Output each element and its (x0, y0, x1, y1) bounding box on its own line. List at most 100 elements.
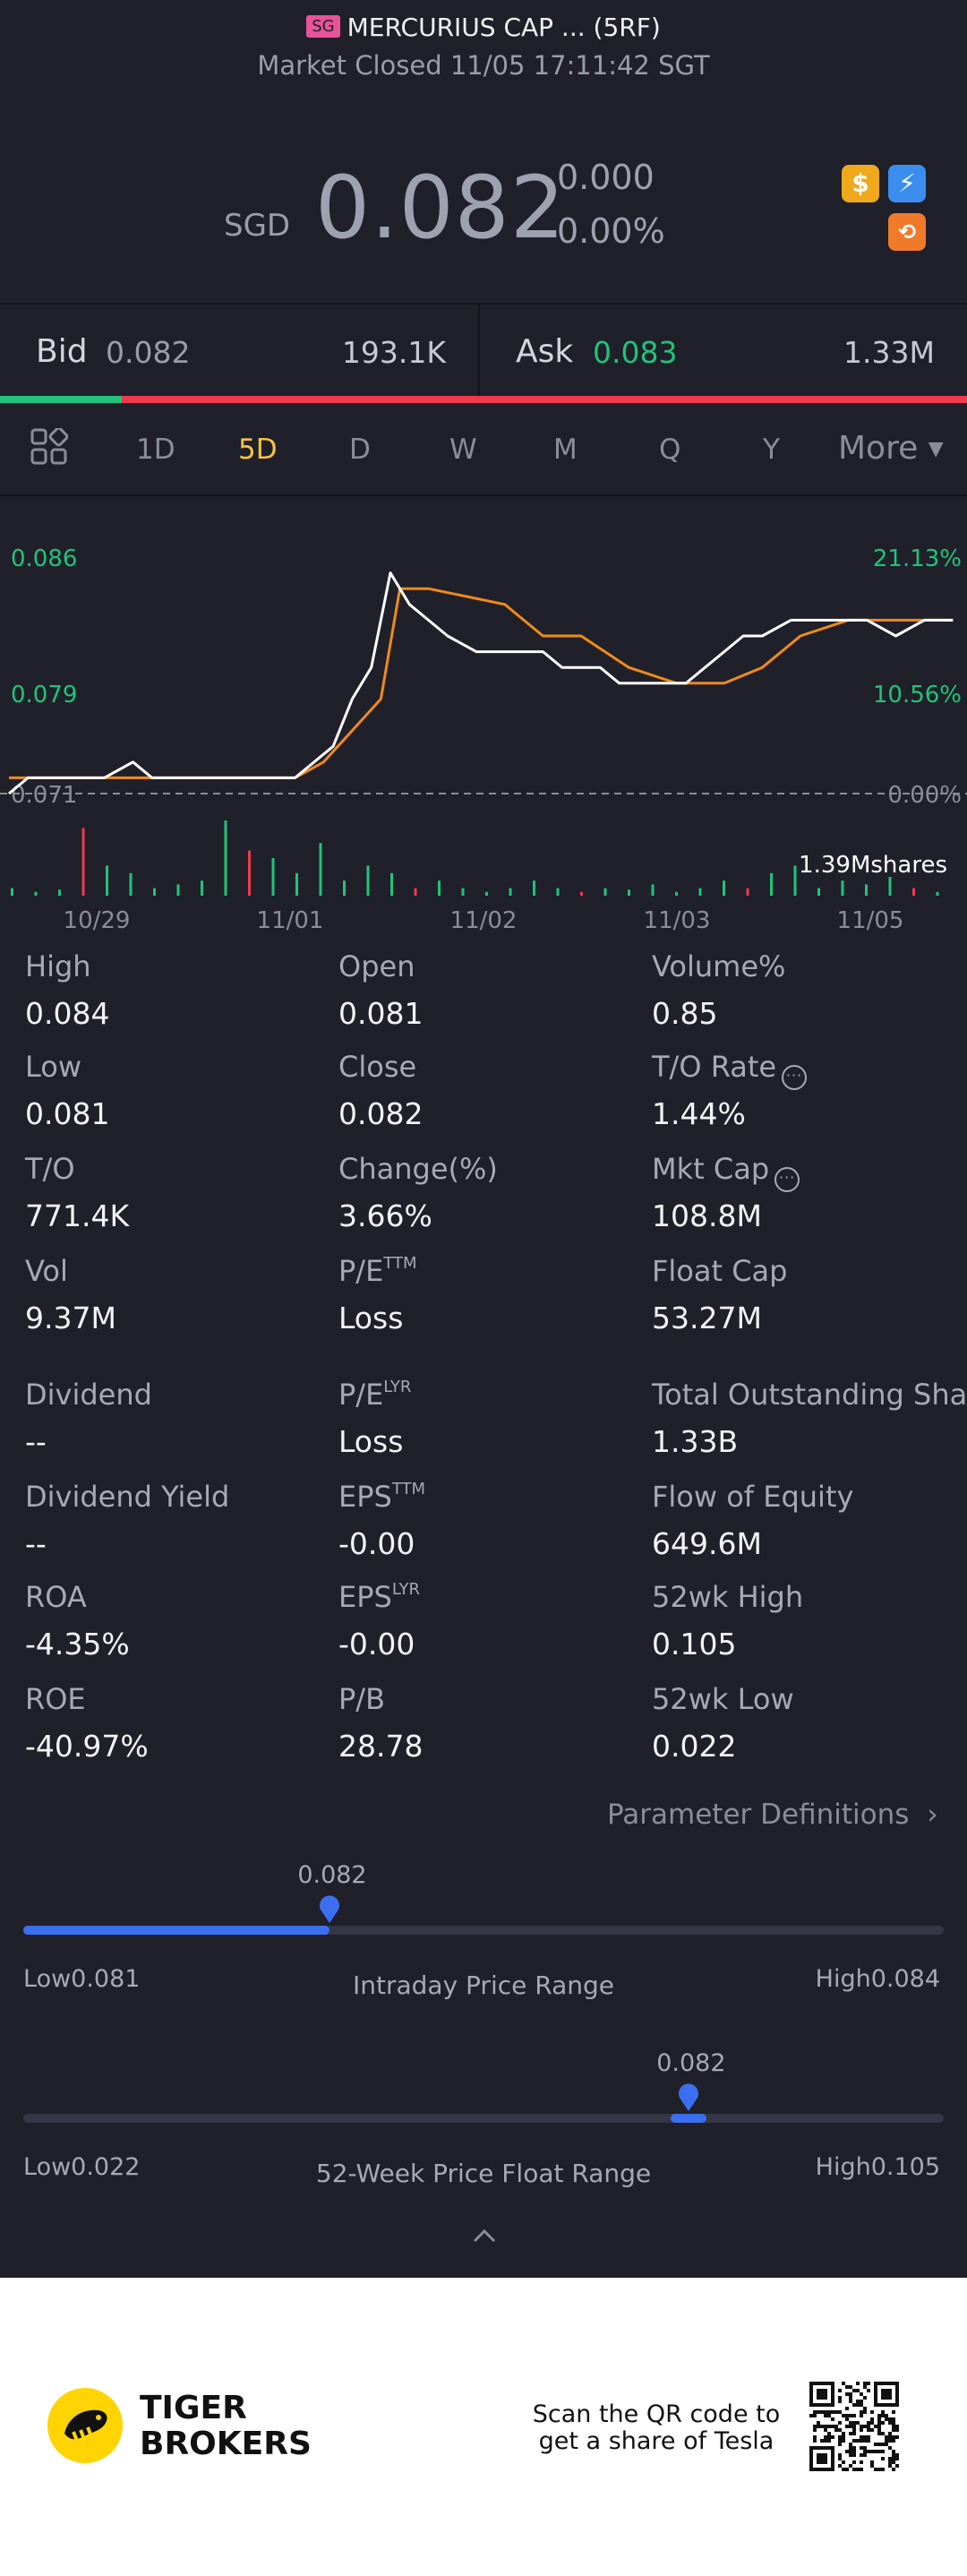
stat-label-text: Total Outstanding Shares (652, 1378, 967, 1412)
brand-line-2: BROKERS (140, 2426, 312, 2462)
stat-label-t-o: T/O (25, 1152, 75, 1186)
stat-value-roe: -40.97% (25, 1729, 149, 1764)
average-price-line (9, 587, 954, 779)
intraday-range-fill (23, 1926, 330, 1935)
info-icon[interactable]: ··· (774, 1167, 800, 1192)
more-label: More (838, 430, 919, 467)
stat-label-superscript: LYR (391, 1580, 420, 1599)
stat-value-eps-lyr: -0.00 (338, 1627, 415, 1662)
volume-bar (11, 888, 13, 896)
bid-label: Bid (36, 333, 88, 370)
stat-label-text: T/O Rate (652, 1050, 777, 1084)
stat-label-superscript: TTM (391, 1480, 426, 1498)
stat-label-text: Vol (25, 1254, 68, 1288)
stat-label-text: Close (338, 1050, 417, 1084)
volume-bar (651, 884, 655, 896)
volume-bar (58, 889, 61, 896)
stat-label-text: P/E (338, 1378, 384, 1412)
stat-value-dividend-yield: -- (25, 1526, 47, 1561)
stat-value-float-cap: 53.27M (652, 1301, 762, 1335)
tab-month[interactable]: M (553, 434, 578, 466)
ask-size: 1.33M (843, 335, 935, 370)
stat-label-roe: ROE (25, 1682, 86, 1716)
share-footer: TIGER BROKERS Scan the QR code to get a … (0, 2278, 967, 2576)
stat-label-superscript: TTM (383, 1254, 417, 1273)
market-status: Market Closed 11/05 17:11:42 SGT (257, 50, 710, 81)
stat-value-t-o: 771.4K (25, 1198, 130, 1233)
stat-value-vol: 9.37M (25, 1301, 116, 1335)
price-chart[interactable]: 0.086 0.079 0.071 21.13% 10.56% 0.00% 10/29 11/… (0, 498, 967, 937)
y-axis-right-label: 0.00% (887, 782, 962, 809)
parameter-definitions-link[interactable]: Parameter Definitions › (607, 1799, 938, 1831)
tab-quarter[interactable]: Q (659, 434, 681, 466)
volume-bar (343, 880, 346, 896)
collapse-chevron-up-icon[interactable] (473, 2228, 496, 2243)
volume-label: 1.39Mshares (799, 852, 947, 879)
qr-caption-line-2: get a share of Tesla (538, 2427, 774, 2455)
x-axis-label: 11/05 (837, 907, 904, 934)
stat-label-52wk-low: 52wk Low (652, 1682, 794, 1716)
lightning-icon[interactable]: ⚡ (888, 165, 926, 202)
price-change-percent: 0.00% (557, 211, 665, 251)
stock-name: MERCURIUS CAP ... (5RF) (347, 13, 661, 42)
info-icon[interactable]: ··· (782, 1065, 808, 1090)
volume-bar (723, 880, 725, 896)
stat-label-text: Volume% (652, 949, 786, 983)
stat-label-mkt-cap[interactable]: Mkt Cap ··· (652, 1152, 800, 1192)
tab-day[interactable]: D (349, 434, 371, 466)
x-axis-label: 11/01 (257, 907, 324, 934)
volume-bar (295, 872, 298, 896)
volume-bar (319, 843, 322, 896)
volume-bar (106, 865, 108, 896)
stat-value-t-o-rate: 1.44% (652, 1096, 746, 1131)
x-axis-label: 11/03 (644, 907, 711, 934)
volume-bar (793, 865, 797, 896)
stat-value-52wk-low: 0.022 (652, 1729, 737, 1764)
tab-1d[interactable]: 1D (136, 434, 175, 466)
stat-label-text: Flow of Equity (652, 1480, 854, 1514)
stat-label-text: T/O (25, 1152, 75, 1186)
stat-label-dividend: Dividend (25, 1378, 152, 1412)
volume-bar (438, 880, 441, 896)
stat-value-total-outstanding-shares: 1.33B (652, 1424, 739, 1459)
volume-bar (129, 872, 133, 896)
bid-ask-panel: Bid 0.082 193.1K Ask 0.083 1.33M (0, 303, 967, 398)
week52-current-value: 0.082 (656, 2049, 726, 2077)
week52-high: High0.105 (816, 2153, 940, 2181)
stat-label-text: High (25, 949, 91, 983)
week52-range-track (23, 2114, 944, 2123)
tab-5d[interactable]: 5D (238, 434, 278, 466)
intraday-low: Low0.081 (23, 1965, 140, 1993)
y-axis-left-label: 0.079 (11, 682, 77, 708)
volume-bar (271, 858, 275, 896)
stat-value-close: 0.082 (338, 1096, 424, 1131)
tab-year[interactable]: Y (763, 434, 780, 466)
intraday-high-value: 0.084 (870, 1965, 940, 1993)
week52-range-segment (671, 2114, 707, 2123)
stat-label-text: 52wk High (652, 1580, 804, 1614)
tab-more[interactable]: More ▼ (838, 430, 944, 467)
swap-icon[interactable]: ⟲ (888, 213, 926, 251)
volume-bar (841, 880, 844, 896)
qr-code-icon (809, 2382, 899, 2471)
tab-week[interactable]: W (449, 434, 477, 466)
stat-value-volume: 0.85 (652, 996, 718, 1031)
volume-bar (414, 888, 417, 896)
stat-label-open: Open (338, 949, 415, 983)
x-axis-label: 11/02 (450, 907, 518, 934)
stat-value-p-e-lyr: Loss (338, 1424, 404, 1459)
y-axis-right-label: 10.56% (873, 682, 962, 708)
dollar-icon[interactable]: $ (842, 165, 879, 202)
grid-icon[interactable] (30, 428, 68, 466)
stat-label-volume: Volume% (652, 949, 785, 983)
intraday-high: High0.084 (816, 1965, 940, 1993)
stat-label-t-o-rate[interactable]: T/O Rate ··· (652, 1050, 808, 1090)
intraday-range-title: Intraday Price Range (352, 1971, 614, 2000)
volume-bar (746, 888, 749, 896)
volume-bar (770, 872, 773, 896)
volume-bar (556, 888, 560, 896)
volume-bar (366, 865, 370, 896)
stat-label-text: EPS (338, 1580, 392, 1614)
y-axis-right-label: 21.13% (873, 545, 962, 572)
stat-label-text: Mkt Cap (652, 1152, 770, 1186)
